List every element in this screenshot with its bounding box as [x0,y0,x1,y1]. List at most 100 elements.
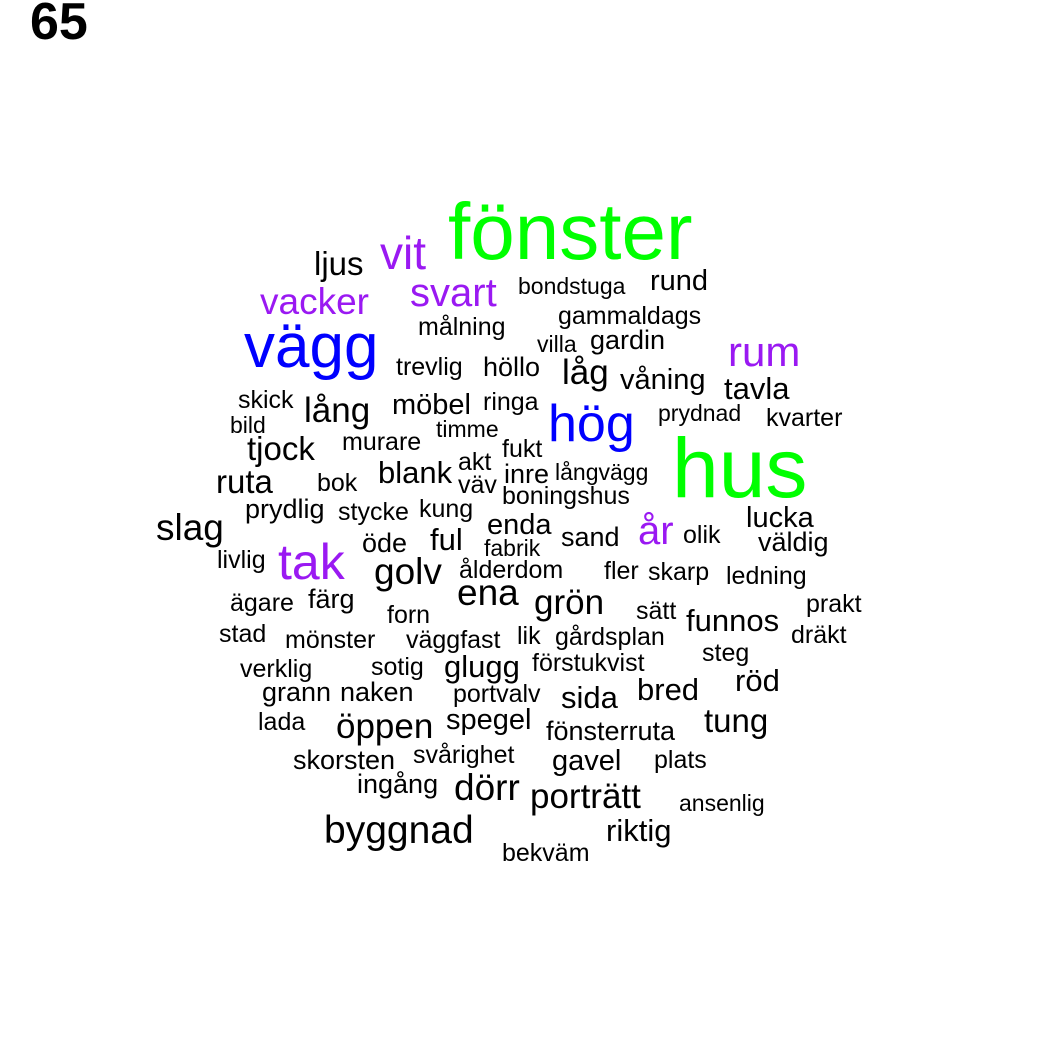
word-31: murare [342,428,422,456]
word-71: gårdsplan [555,623,665,651]
word-15: villa [537,331,577,357]
word-52: fabrik [484,535,541,561]
word-43: kung [419,495,474,523]
word-2: vägg [244,312,379,381]
word-32: fukt [502,435,543,463]
word-51: öde [362,528,408,558]
word-46: enda [487,509,552,541]
word-80: naken [340,677,414,707]
word-37: ruta [216,463,273,500]
word-63: sätt [636,597,677,625]
word-95: porträtt [530,777,641,816]
word-40: boningshus [502,482,630,510]
word-45: slag [156,507,224,548]
word-68: mönster [285,626,376,654]
word-78: röd [735,663,780,698]
word-99: bekväm [502,839,590,867]
word-44: lucka [746,502,814,534]
page-number: 65 [30,0,88,51]
word-29: timme [436,416,499,442]
word-4: vit [380,227,426,279]
word-17: trevlig [396,353,463,381]
word-41: prydlig [245,494,325,524]
word-3: hög [548,395,635,453]
word-60: ägare [230,589,294,617]
word-75: sotig [371,653,424,681]
word-69: väggfast [406,626,501,654]
word-12: rund [650,265,709,297]
word-10: ljus [314,245,364,282]
word-34: blank [378,455,453,490]
word-25: ringa [483,388,539,416]
word-94: dörr [454,767,520,808]
word-90: svårighet [413,741,515,769]
word-96: ansenlig [679,790,765,816]
word-82: bred [637,672,700,707]
word-11: bondstuga [518,273,626,299]
word-79: grann [262,677,332,707]
word-57: skarp [648,558,710,586]
word-55: ålderdom [459,556,564,584]
word-85: öppen [336,707,434,746]
word-54: golv [374,551,442,592]
word-8: tak [278,534,345,590]
word-18: höllo [483,352,541,382]
word-59: ena [457,572,519,613]
word-74: verklig [240,655,313,683]
word-16: gardin [590,325,666,355]
word-87: tung [704,702,769,739]
word-70: lik [517,622,541,650]
word-49: olik [683,521,721,549]
word-50: väldig [758,527,829,557]
word-19: låg [562,353,609,392]
word-53: livlig [217,546,266,574]
word-83: sida [561,680,618,715]
word-47: ful [430,522,463,557]
word-65: forn [387,601,431,629]
word-20: våning [620,364,706,396]
word-67: stad [219,620,267,648]
word-48: sand [561,522,620,552]
word-72: dräkt [791,621,847,649]
word-30: tjock [247,430,315,467]
word-92: plats [654,746,707,774]
word-38: bok [317,469,358,497]
word-26: prydnad [658,400,742,426]
word-33: akt [458,448,492,476]
word-77: förstukvist [532,649,645,677]
word-7: rum [728,328,801,375]
word-62: grön [534,583,605,622]
word-0: fönster [448,187,693,276]
word-58: ledning [726,562,807,590]
word-56: fler [604,557,639,585]
word-6: vacker [260,281,369,322]
word-22: skick [238,386,294,414]
word-1: hus [672,421,808,515]
word-64: prakt [806,590,862,618]
word-97: byggnad [324,809,474,852]
word-35: inre [504,459,550,489]
word-36: långvägg [555,459,649,485]
word-86: spegel [446,704,532,736]
word-76: glugg [444,649,520,684]
word-66: funnos [686,603,780,638]
word-5: svart [410,271,497,315]
word-91: gavel [552,745,622,777]
word-21: tavla [724,371,790,406]
word-39: väv [458,471,497,499]
word-89: skorsten [293,745,396,775]
word-23: lång [304,391,371,430]
word-14: målning [418,313,506,341]
word-61: färg [308,584,355,614]
word-9: år [638,509,674,553]
word-42: stycke [338,498,409,526]
word-84: lada [258,708,306,736]
word-24: möbel [392,389,471,421]
word-88: fönsterruta [546,716,676,746]
word-13: gammaldags [558,302,702,330]
word-98: riktig [606,813,672,848]
word-93: ingång [357,769,439,799]
word-73: steg [702,639,750,667]
word-28: bild [230,412,266,438]
